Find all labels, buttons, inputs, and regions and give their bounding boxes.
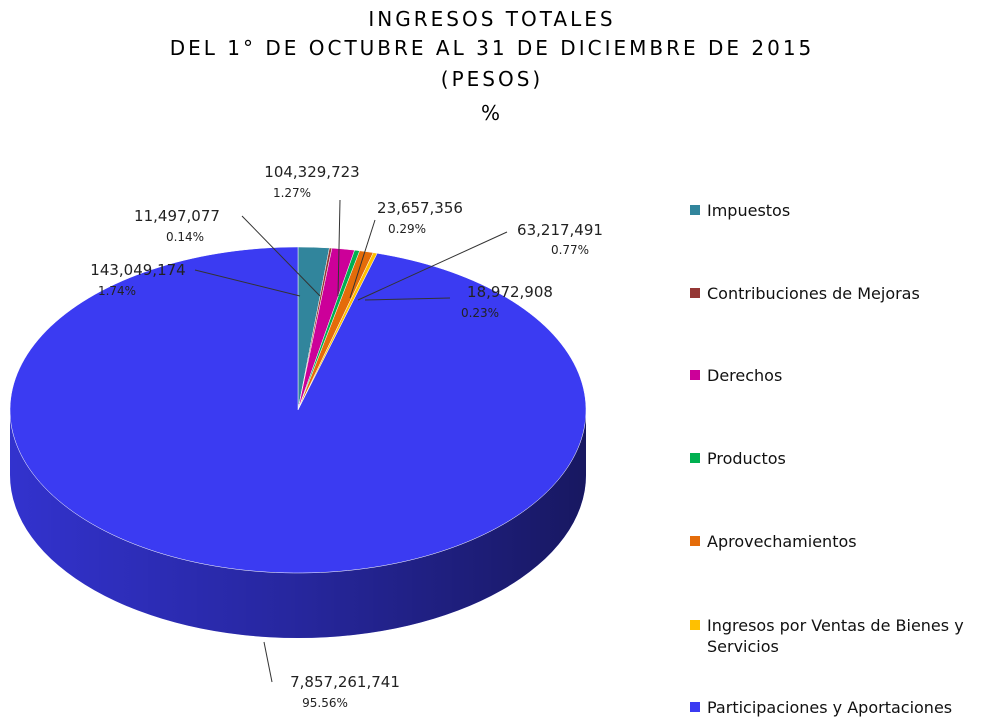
legend-swatch bbox=[690, 536, 700, 546]
slice-side-shade bbox=[10, 410, 586, 638]
chart-title: DEL 1° DE OCTUBRE AL 31 DE DICIEMBRE DE … bbox=[170, 36, 815, 60]
value-label: 7,857,261,741 bbox=[290, 673, 400, 691]
legend-item: Impuestos bbox=[690, 200, 975, 221]
legend-swatch bbox=[690, 453, 700, 463]
percent-label: 0.29% bbox=[388, 222, 426, 236]
legend-item: Derechos bbox=[690, 365, 975, 386]
chart-title: (PESOS) bbox=[441, 67, 543, 91]
percent-label: 0.23% bbox=[461, 306, 499, 320]
leader-line bbox=[357, 231, 508, 301]
percent-label: 1.74% bbox=[98, 284, 136, 298]
pie bbox=[9, 246, 587, 638]
percent-label: 0.14% bbox=[166, 230, 204, 244]
value-label: 63,217,491 bbox=[517, 221, 603, 239]
value-label: 11,497,077 bbox=[134, 207, 220, 225]
legend-item: Contribuciones de Mejoras bbox=[690, 283, 975, 304]
leader-line bbox=[241, 215, 321, 297]
legend-item: Aprovechamientos bbox=[690, 531, 975, 552]
legend-label: Derechos bbox=[707, 366, 783, 385]
leader-line bbox=[364, 297, 451, 301]
slice bbox=[9, 246, 587, 574]
percent-label: 1.27% bbox=[273, 186, 311, 200]
legend-swatch bbox=[690, 205, 700, 215]
leader-line bbox=[337, 199, 341, 297]
leader-line bbox=[263, 641, 273, 683]
percent-label: 0.77% bbox=[551, 243, 589, 257]
legend-swatch bbox=[690, 288, 700, 298]
leader-line bbox=[349, 219, 376, 299]
value-label: 23,657,356 bbox=[377, 199, 463, 217]
legend-swatch bbox=[690, 702, 700, 712]
data-labels: 143,049,174 1.74% 11,497,077 0.14% 104,329,7… bbox=[90, 163, 603, 710]
value-label: 104,329,723 bbox=[264, 163, 359, 181]
value-label: 18,972,908 bbox=[467, 283, 553, 301]
legend-item: Ingresos por Ventas de Bienes y Servicio… bbox=[690, 615, 975, 657]
chart-title: % bbox=[481, 101, 503, 125]
chart-title: INGRESOS TOTALES bbox=[368, 7, 615, 31]
legend-label: Participaciones y Aportaciones bbox=[707, 698, 953, 717]
legend-item: Productos bbox=[690, 448, 975, 469]
legend-label: Aprovechamientos bbox=[707, 532, 857, 551]
legend-swatch bbox=[690, 620, 700, 630]
leader-line bbox=[194, 269, 301, 297]
legend-label: Impuestos bbox=[707, 201, 791, 220]
value-label: 143,049,174 bbox=[90, 261, 185, 279]
legend-item: Participaciones y Aportaciones bbox=[690, 697, 975, 718]
legend-label: Ingresos por Ventas de Bienes y Servicio… bbox=[707, 616, 964, 656]
legend-swatch bbox=[690, 370, 700, 380]
legend-label: Contribuciones de Mejoras bbox=[707, 284, 920, 303]
legend-label: Productos bbox=[707, 449, 786, 468]
percent-label: 95.56% bbox=[302, 696, 348, 710]
